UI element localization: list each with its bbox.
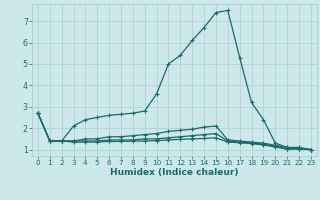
X-axis label: Humidex (Indice chaleur): Humidex (Indice chaleur) — [110, 168, 239, 177]
